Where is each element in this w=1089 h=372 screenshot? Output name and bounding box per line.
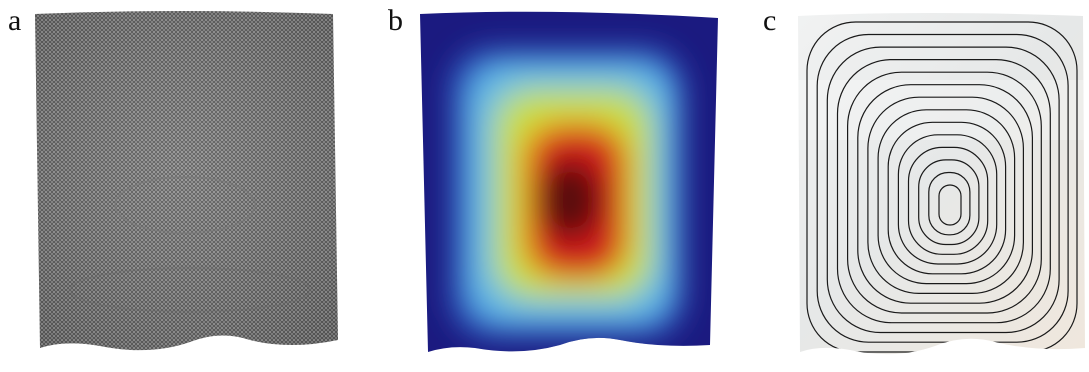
contour-line (857, 84, 1034, 304)
contour-line (816, 33, 1069, 343)
contour-line (938, 184, 962, 226)
contour-line (928, 171, 971, 236)
contour-line (846, 71, 1042, 314)
contour-line (887, 121, 1007, 275)
panel-a-label: a (8, 4, 22, 37)
mesh-surface-figure (35, 11, 338, 351)
contour-line (897, 134, 998, 265)
heat-peak-region (538, 160, 602, 240)
heatmap-surface-figure (420, 11, 718, 352)
contour-line (836, 58, 1051, 324)
contour-lines (806, 21, 1078, 353)
panel-c: c (755, 0, 1089, 372)
panel-b: b (380, 0, 725, 372)
contour-line (867, 96, 1025, 294)
contour-line (907, 146, 989, 255)
panel-b-label: b (388, 4, 403, 37)
contour-line (918, 159, 980, 246)
contour-surface (798, 13, 1085, 355)
contour-surface-figure (798, 13, 1085, 355)
contour-line (877, 109, 1016, 285)
contour-line (826, 46, 1060, 334)
panel-a: a (0, 0, 360, 372)
panel-c-label: c (763, 4, 777, 37)
